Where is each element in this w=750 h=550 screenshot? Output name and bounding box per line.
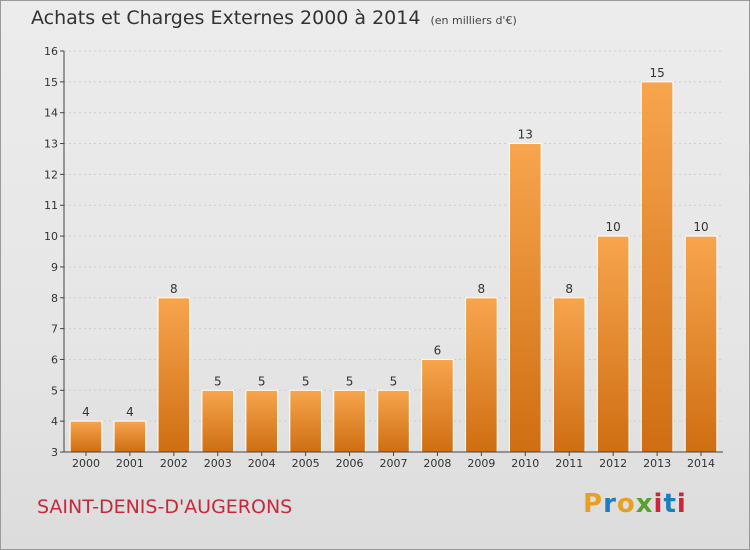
logo-letter: t [663,489,677,519]
x-tick-label: 2002 [160,457,188,470]
bars: 4 4 8 5 5 5 5 5 6 8 13 8 10 15 10 [69,66,718,453]
data-label: 8 [565,282,573,296]
data-label: 5 [346,374,354,388]
data-label: 5 [258,374,266,388]
data-label: 13 [518,128,533,142]
y-tick-label: 5 [51,384,58,397]
data-label: 6 [434,343,442,357]
bar [289,389,322,453]
x-tick-label: 2006 [336,457,364,470]
logo-letter: i [676,489,687,519]
x-tick-label: 2003 [204,457,232,470]
x-tick-label: 2008 [423,457,451,470]
x-tick-label: 2013 [643,457,671,470]
place-name: SAINT-DENIS-D'AUGERONS [37,496,293,518]
bar [552,297,586,453]
data-label: 15 [649,66,664,80]
chart-title-text: Achats et Charges Externes 2000 à 2014 [31,7,421,29]
data-label: 8 [170,282,178,296]
y-tick-label: 14 [44,107,58,120]
y-tick-label: 16 [44,45,58,58]
data-label: 4 [126,405,134,419]
data-label: 4 [82,405,90,419]
bar [596,235,630,453]
data-label: 5 [390,374,398,388]
data-label: 10 [606,220,621,234]
data-label: 5 [302,374,310,388]
y-tick-label: 3 [51,446,58,459]
proxiti-logo: Proxiti [583,489,687,519]
bar [508,143,542,453]
bar [421,358,454,453]
y-tick-label: 11 [44,199,58,212]
x-tick-label: 2005 [292,457,320,470]
bar [640,81,674,453]
y-tick-label: 4 [51,415,58,428]
y-tick-label: 13 [44,138,58,151]
x-tick-label: 2012 [599,457,627,470]
bar [245,389,279,453]
x-tick-label: 2007 [380,457,408,470]
bar [377,389,410,453]
bar [684,235,718,453]
bar [69,420,103,453]
x-tick-label: 2014 [687,457,715,470]
y-tick-label: 12 [44,168,58,181]
data-label: 8 [478,282,486,296]
x-tick-label: 2011 [555,457,583,470]
x-tick-label: 2001 [116,457,144,470]
axes: 3 4 5 6 7 8 9 10 11 12 13 14 15 16 2000 2001 2002 2003 200… [44,45,723,470]
bar [113,420,147,453]
logo-letter: P [583,489,604,519]
x-tick-label: 2000 [72,457,100,470]
y-tick-label: 9 [51,261,58,274]
y-tick-label: 10 [44,230,58,243]
y-tick-label: 7 [51,323,58,336]
bar [465,297,498,453]
bar [201,389,235,453]
logo-letter: i [653,489,664,519]
data-label: 5 [214,374,222,388]
y-tick-label: 6 [51,353,58,366]
bar [157,297,191,453]
bar [333,389,366,453]
x-tick-label: 2004 [248,457,276,470]
y-tick-label: 15 [44,76,58,89]
chart-subtitle: (en milliers d'€) [430,14,517,27]
x-tick-label: 2009 [467,457,495,470]
y-tick-label: 8 [51,292,58,305]
logo-letter: x [635,489,654,519]
x-tick-label: 2010 [511,457,539,470]
logo-letter: r [603,489,617,519]
chart-title: Achats et Charges Externes 2000 à 2014 (e… [31,7,517,29]
logo-letter: o [616,489,636,519]
data-label: 10 [693,220,708,234]
